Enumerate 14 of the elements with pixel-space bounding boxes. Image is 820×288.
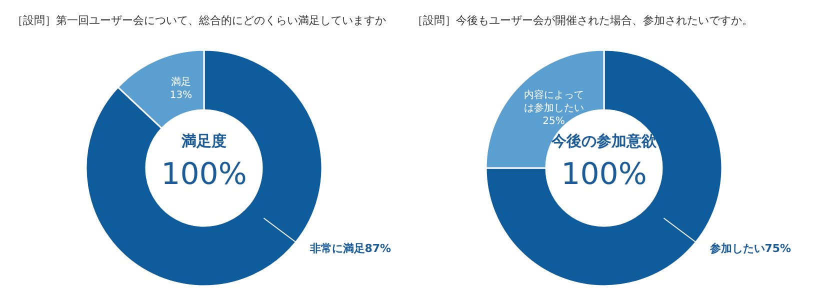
slice-label: 非常に満足 (310, 242, 365, 256)
slice-label: 内容によっては参加したい (524, 88, 584, 114)
chart-title: ［設問］第一回ユーザー会について、総合的にどのくらい満足していますか (12, 14, 386, 27)
text: 100% (161, 157, 247, 192)
data-label: 25% (542, 116, 565, 127)
text: 今後の参加意欲 (550, 132, 658, 150)
data-label: 87% (364, 242, 392, 256)
data-label: 75% (764, 242, 792, 256)
slice-label: 参加したい (710, 242, 765, 256)
chart-title: ［設問］今後もユーザー会が開催された場合、参加されたいですか。 (412, 14, 753, 27)
text: 100% (561, 157, 647, 192)
text: 満足度 (180, 132, 226, 150)
slice-label: 満足 (171, 76, 192, 88)
data-label: 13% (170, 90, 192, 102)
